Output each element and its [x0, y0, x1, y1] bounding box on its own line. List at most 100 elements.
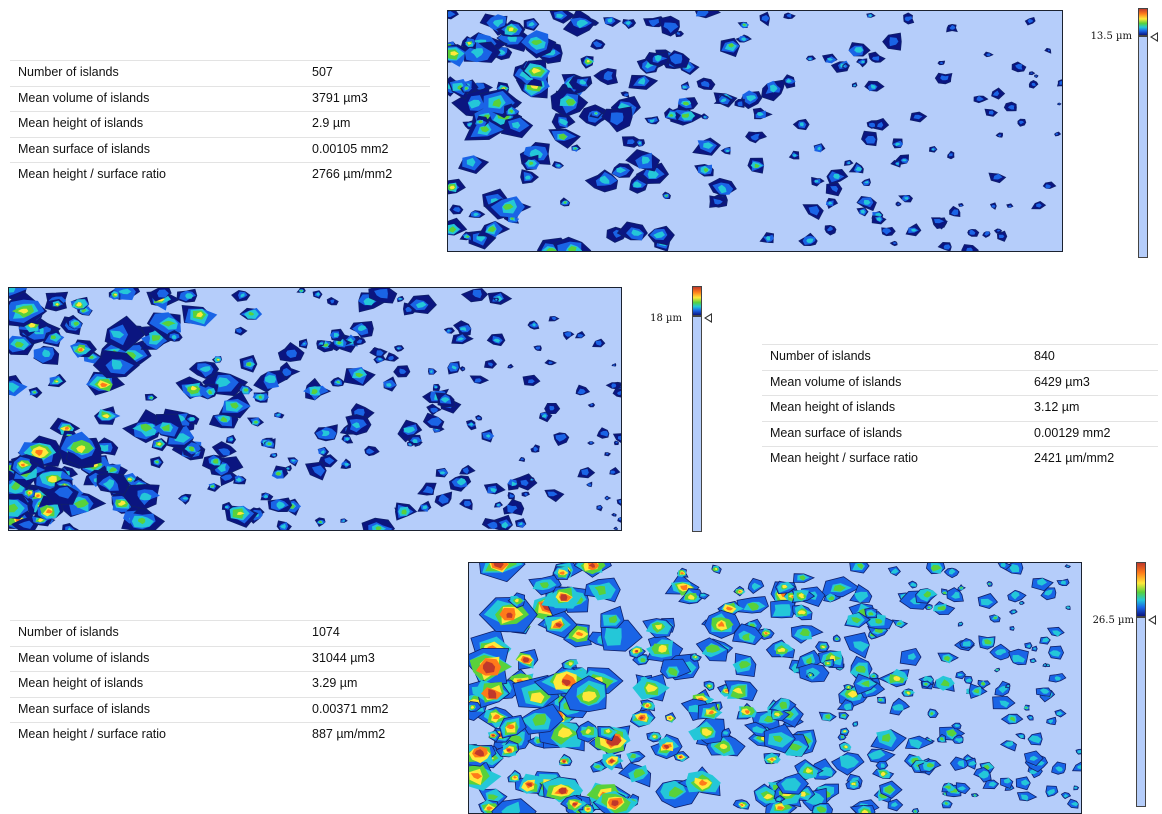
island-blob	[604, 495, 612, 501]
island-blob	[587, 441, 595, 445]
island-blob	[724, 680, 758, 702]
island-blob	[417, 500, 432, 512]
island-blob	[396, 295, 405, 303]
island-blob	[881, 226, 896, 237]
island-blob	[866, 748, 896, 764]
island-blob	[970, 793, 979, 798]
island-blob	[522, 374, 541, 387]
island-blob	[469, 647, 513, 689]
island-blob	[813, 143, 826, 153]
island-blob	[604, 452, 611, 457]
island-blob	[551, 113, 576, 130]
island-blob	[917, 758, 942, 773]
island-blob	[616, 498, 621, 506]
stats-table: Number of islands 507 Mean volume of isla…	[10, 60, 430, 188]
island-blob	[932, 675, 955, 692]
island-blob	[943, 567, 960, 579]
island-blob	[484, 196, 532, 220]
island-blob	[492, 297, 499, 302]
island-blob	[692, 137, 721, 156]
stat-value: 3.29 µm	[312, 676, 358, 690]
island-blob	[977, 679, 991, 689]
island-blob	[538, 411, 553, 423]
island-blob	[586, 481, 593, 488]
island-blob	[361, 517, 396, 530]
island-blob	[1027, 732, 1043, 746]
island-blob	[1000, 777, 1014, 790]
island-blob	[667, 50, 690, 68]
island-blob	[765, 639, 796, 659]
island-blob	[584, 169, 619, 193]
island-blob	[9, 290, 48, 327]
island-blob	[70, 339, 97, 358]
island-blob	[992, 695, 1016, 710]
island-blob	[662, 191, 671, 199]
island-blob	[1075, 748, 1081, 755]
island-blob	[899, 647, 922, 666]
island-blob	[911, 807, 920, 813]
island-blob	[851, 82, 858, 88]
island-blob	[843, 159, 854, 166]
island-blob	[628, 74, 659, 90]
island-blob	[696, 77, 716, 91]
island-blob	[611, 163, 635, 178]
island-blob	[650, 733, 683, 760]
island-blob	[495, 739, 520, 758]
island-blob	[527, 320, 540, 330]
island-blob	[60, 431, 102, 469]
island-blob	[422, 412, 445, 430]
island-blob	[904, 735, 934, 750]
island-blob	[700, 113, 709, 120]
island-blob	[988, 172, 1007, 184]
island-blob	[677, 567, 689, 578]
island-blob	[408, 434, 422, 445]
island-blob	[577, 467, 596, 479]
island-blob	[983, 51, 994, 58]
island-blob	[612, 433, 621, 444]
island-blob	[369, 347, 386, 358]
stat-label: Number of islands	[18, 65, 119, 79]
island-blob	[44, 485, 79, 505]
island-blob	[732, 799, 751, 810]
island-blob	[732, 652, 757, 677]
island-blob	[62, 523, 79, 530]
island-blob	[507, 592, 526, 609]
island-blob	[49, 417, 81, 436]
island-blob	[889, 697, 911, 716]
island-blob	[968, 683, 988, 699]
island-blob	[590, 38, 606, 50]
stat-label: Mean height of islands	[770, 400, 896, 414]
island-blob	[1046, 716, 1057, 726]
island-blob	[697, 702, 723, 720]
island-blob	[603, 16, 622, 28]
island-blob	[783, 74, 796, 89]
island-blob	[1005, 683, 1011, 688]
island-blob	[868, 51, 886, 63]
island-blob	[965, 757, 977, 770]
island-blob	[927, 708, 939, 719]
island-blob	[644, 116, 660, 125]
island-blob	[1003, 101, 1017, 112]
island-blob	[515, 473, 538, 491]
island-blob	[1039, 636, 1051, 645]
island-blob	[721, 727, 732, 738]
island-blob	[212, 355, 223, 364]
island-blob	[678, 588, 704, 605]
island-blob	[901, 688, 915, 697]
island-blob	[486, 333, 506, 347]
island-blob	[345, 414, 372, 436]
island-blob	[941, 588, 948, 596]
island-blob	[86, 371, 126, 396]
island-blob	[959, 637, 975, 649]
island-blob	[152, 413, 184, 439]
island-blob	[340, 458, 352, 470]
island-blob	[838, 712, 850, 720]
island-blob	[459, 366, 466, 372]
island-blob	[500, 116, 534, 139]
island-blob	[593, 67, 618, 86]
island-blob	[448, 11, 459, 20]
island-blob	[296, 288, 306, 294]
island-blob	[1054, 709, 1067, 718]
island-blob	[316, 340, 326, 347]
stats-row: Mean volume of islands 31044 µm3	[10, 645, 430, 672]
